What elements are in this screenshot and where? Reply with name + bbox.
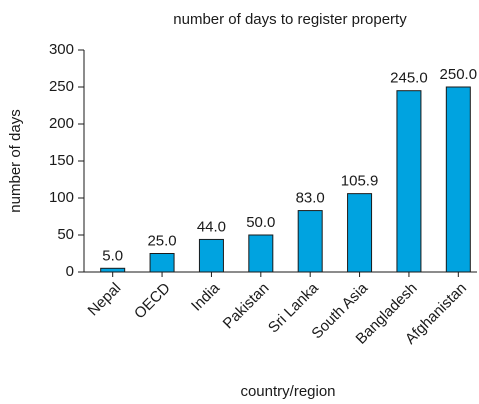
value-label: 50.0 (246, 214, 275, 231)
y-tick-label: 0 (66, 263, 74, 280)
x-axis-label: country/region (240, 383, 335, 400)
bar (347, 193, 373, 273)
bar (297, 210, 323, 273)
bar (445, 86, 471, 273)
bar (198, 238, 224, 273)
bar (248, 234, 274, 273)
value-label: 25.0 (147, 232, 176, 249)
x-tick-label: India (188, 279, 223, 314)
y-tick-label: 250 (49, 78, 74, 95)
y-tick-label: 300 (49, 41, 74, 58)
value-label: 44.0 (197, 218, 226, 235)
y-tick-label: 150 (49, 152, 74, 169)
x-tick-label: OECD (131, 280, 174, 323)
value-label: 5.0 (102, 247, 123, 264)
bar (396, 90, 422, 273)
bar (149, 253, 175, 273)
value-label: 83.0 (296, 190, 325, 207)
bar (100, 267, 126, 273)
y-axis-label: number of days (7, 109, 24, 212)
chart-title: number of days to register property (173, 11, 407, 28)
value-label: 250.0 (440, 66, 478, 83)
x-tick-label: Nepal (85, 280, 125, 320)
y-tick-label: 50 (57, 226, 74, 243)
value-label: 105.9 (341, 173, 379, 190)
y-tick-label: 200 (49, 115, 74, 132)
y-tick-label: 100 (49, 189, 74, 206)
value-label: 245.0 (390, 70, 428, 87)
